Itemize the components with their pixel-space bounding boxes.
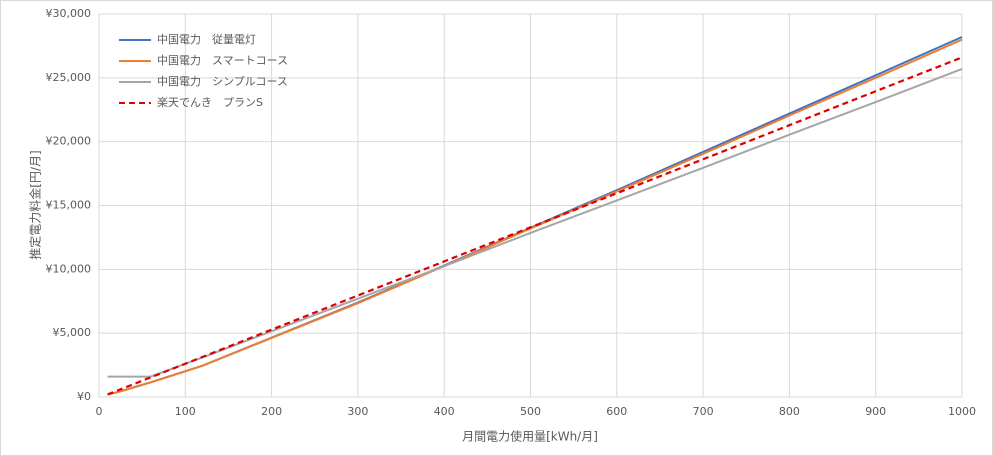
y-tick-label: ¥20,000 bbox=[46, 135, 92, 148]
y-axis-title: 推定電力料金[円/月] bbox=[28, 150, 43, 259]
x-axis-title: 月間電力使用量[kWh/月] bbox=[462, 429, 598, 444]
x-tick-label: 500 bbox=[520, 405, 541, 418]
x-tick-label: 100 bbox=[175, 405, 196, 418]
x-tick-label: 400 bbox=[434, 405, 455, 418]
x-tick-label: 200 bbox=[261, 405, 282, 418]
x-tick-label: 0 bbox=[96, 405, 103, 418]
x-tick-label: 300 bbox=[347, 405, 368, 418]
y-tick-label: ¥25,000 bbox=[46, 71, 92, 84]
y-tick-label: ¥0 bbox=[77, 390, 91, 403]
x-tick-label: 800 bbox=[779, 405, 800, 418]
x-tick-label: 700 bbox=[693, 405, 714, 418]
series-line bbox=[107, 56, 963, 396]
y-tick-label: ¥5,000 bbox=[53, 326, 92, 339]
y-tick-label: ¥10,000 bbox=[46, 262, 92, 275]
y-tick-label: ¥15,000 bbox=[46, 199, 92, 212]
legend-label: 中国電力 スマートコース bbox=[157, 54, 288, 67]
legend-label: 中国電力 シンプルコース bbox=[157, 75, 288, 88]
x-tick-label: 1000 bbox=[948, 405, 976, 418]
legend-label: 中国電力 従量電灯 bbox=[157, 33, 256, 46]
x-tick-label: 600 bbox=[606, 405, 627, 418]
series-line bbox=[107, 67, 963, 378]
x-tick-label: 900 bbox=[865, 405, 886, 418]
series-line bbox=[107, 38, 963, 396]
y-tick-label: ¥30,000 bbox=[46, 7, 92, 20]
legend-label: 楽天でんき プランS bbox=[157, 96, 263, 109]
